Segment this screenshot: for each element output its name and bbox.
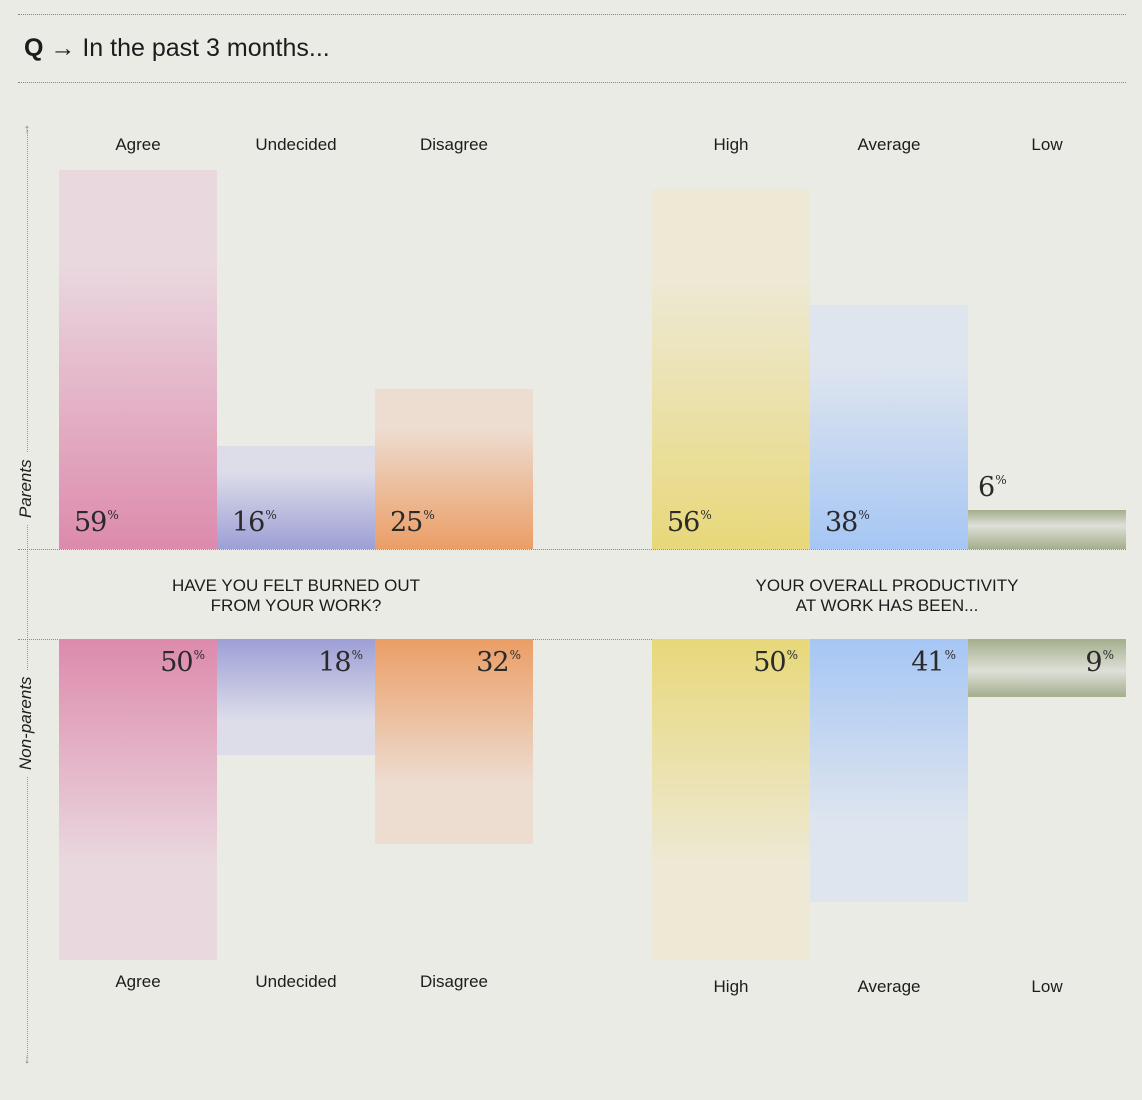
bar-parents (810, 305, 968, 549)
panel-title: HAVE YOU FELT BURNED OUT FROM YOUR WORK? (86, 576, 506, 616)
category-label-bottom: High (713, 977, 749, 996)
panel-title-line: YOUR OVERALL PRODUCTIVITY (755, 576, 1019, 595)
bar-parents (652, 189, 810, 549)
value-label-non-parents: 32% (476, 647, 521, 678)
non-parents-baseline (18, 639, 1126, 640)
value-label-parents: 6% (978, 472, 1007, 504)
panel-title-line: FROM YOUR WORK? (210, 596, 382, 615)
value-label-parents: 25% (390, 507, 435, 538)
header-divider (18, 82, 1126, 83)
question-title: Q → In the past 3 months... (24, 34, 330, 63)
value-label-parents: 56% (667, 507, 712, 538)
question-text: In the past 3 months... (82, 34, 330, 62)
bar-non-parents (375, 639, 533, 845)
bar-non-parents (217, 639, 375, 755)
value-label-parents: 16% (232, 507, 277, 538)
category-label-bottom: Agree (115, 972, 161, 991)
category-label-top: Undecided (255, 135, 337, 154)
arrow-down-icon: ↓ (23, 1051, 31, 1066)
bar-non-parents (968, 639, 1126, 697)
category-label-top: High (713, 135, 749, 154)
parents-baseline (18, 549, 1126, 550)
bar-parents (59, 170, 217, 549)
panel-title-line: AT WORK HAS BEEN... (795, 596, 979, 615)
category-label-bottom: Low (1031, 977, 1063, 996)
panel-title-line: HAVE YOU FELT BURNED OUT (171, 576, 421, 595)
value-label-parents: 38% (825, 507, 870, 538)
value-label-non-parents: 50% (753, 647, 798, 678)
arrow-right-icon: → (50, 34, 76, 62)
category-label-bottom: Undecided (255, 972, 337, 991)
category-label-bottom: Average (857, 977, 921, 996)
category-label-top: Low (1031, 135, 1063, 154)
panel-title: YOUR OVERALL PRODUCTIVITY AT WORK HAS BEE… (677, 576, 1097, 616)
value-label-parents: 59% (74, 507, 119, 538)
category-label-top: Average (857, 135, 921, 154)
group-label-non-parents: Non-parents (16, 670, 36, 776)
value-label-non-parents: 9% (1085, 647, 1114, 678)
value-label-non-parents: 50% (160, 647, 205, 678)
category-label-top: Disagree (419, 135, 489, 154)
category-label-bottom: Disagree (419, 972, 489, 991)
bar-parents (217, 446, 375, 549)
value-label-non-parents: 18% (318, 647, 363, 678)
arrow-up-icon: ↑ (23, 121, 31, 136)
bar-non-parents (652, 639, 810, 960)
group-label-parents: Parents (16, 453, 36, 524)
bar-parents (968, 510, 1126, 549)
value-label-non-parents: 41% (911, 647, 956, 678)
category-label-top: Agree (115, 135, 161, 154)
bar-non-parents (59, 639, 217, 960)
bar-non-parents (810, 639, 968, 903)
bar-parents (375, 388, 533, 549)
question-prefix: Q (24, 34, 44, 62)
top-divider (18, 14, 1126, 15)
y-axis-line (27, 130, 28, 1058)
